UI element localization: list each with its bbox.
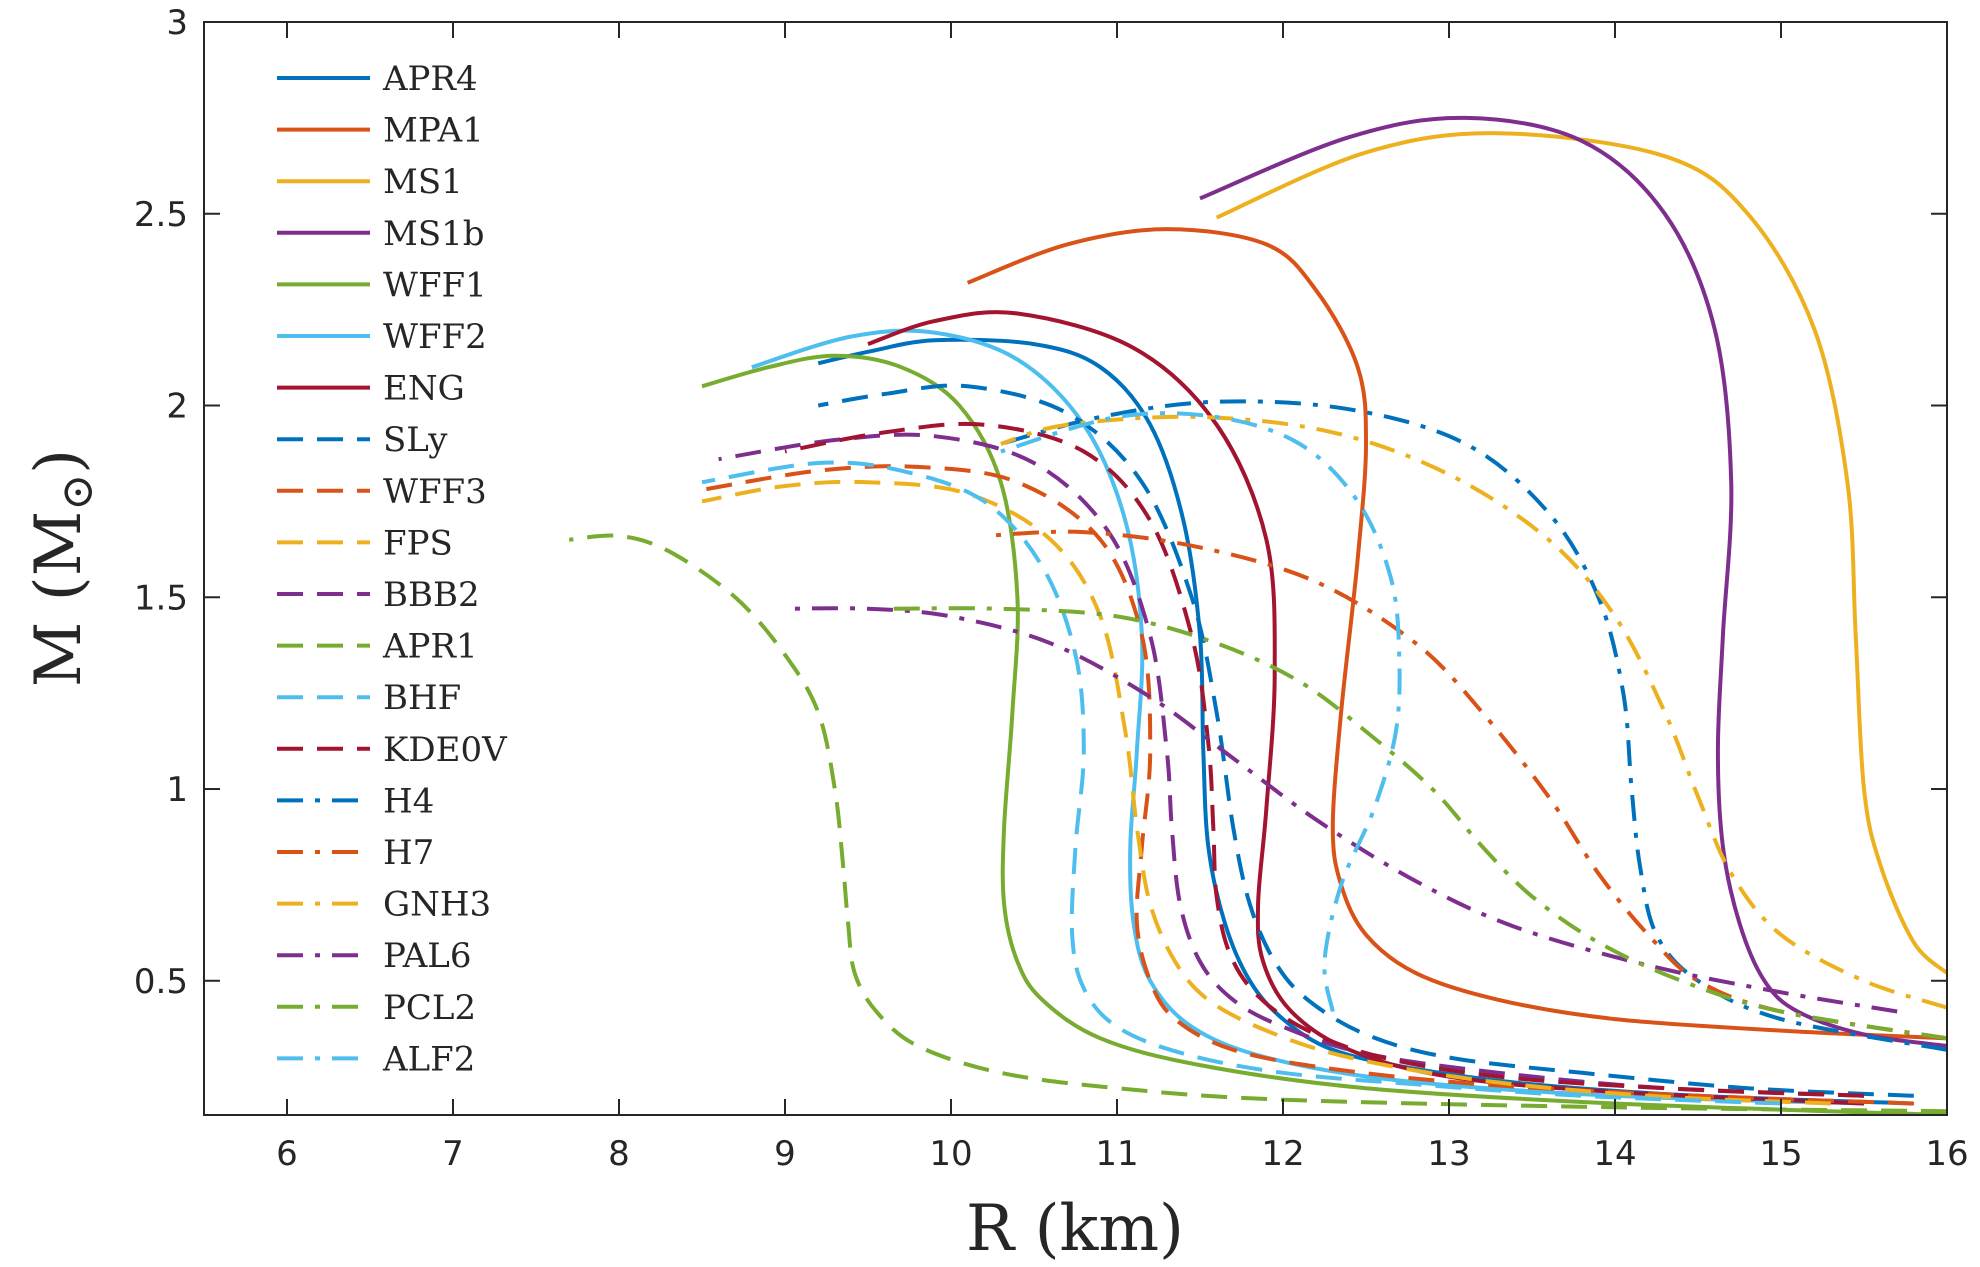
legend-label: APR4 [382, 59, 478, 99]
y-tick-label: 1 [166, 770, 188, 810]
legend-entry-alf2: ALF2 [277, 1039, 475, 1079]
legend-label: WFF2 [383, 317, 487, 357]
legend-label: ENG [383, 369, 465, 409]
legend-label: WFF1 [383, 265, 487, 305]
legend-entry-bhf: BHF [277, 678, 461, 718]
legend-entry-ms1b: MS1b [277, 214, 485, 254]
series-line-sly [817, 383, 1914, 1098]
series-line-wff2 [751, 328, 1865, 1106]
series-line-h4 [1000, 399, 1947, 1052]
legend-label: BBB2 [383, 575, 480, 615]
y-tick-label: 2.5 [134, 195, 188, 235]
legend-label: WFF3 [383, 472, 487, 512]
legend-entry-wff2: WFF2 [277, 317, 487, 357]
legend-entry-h7: H7 [277, 833, 434, 873]
y-tick-label: 2 [166, 387, 188, 427]
series-line-fps [701, 479, 1831, 1106]
series-line-alf2 [1000, 411, 1402, 1012]
legend-entry-mpa1: MPA1 [277, 111, 484, 151]
legend-label: PAL6 [383, 936, 472, 976]
y-axis-label-close: ) [22, 449, 96, 474]
series-line-mpa1 [966, 227, 1947, 1041]
series-line-kde0v [784, 421, 1865, 1098]
legend-entry-wff3: WFF3 [277, 472, 487, 512]
legend-label: H4 [383, 781, 434, 821]
x-tick-label: 12 [1261, 1134, 1304, 1174]
legend-label: APR1 [382, 627, 478, 667]
legend-entry-apr1: APR1 [277, 627, 478, 667]
series-line-wff1 [701, 353, 1947, 1115]
x-tick-label: 8 [608, 1134, 630, 1174]
legend-entry-pcl2: PCL2 [277, 988, 476, 1028]
legend-entry-wff1: WFF1 [277, 265, 487, 305]
legend-label: GNH3 [383, 885, 491, 925]
x-tick-label: 9 [774, 1134, 796, 1174]
y-tick-label: 3 [166, 3, 188, 43]
legend: APR4 MPA1 MS1 MS1b WFF1 WFF2 ENG SLy WFF3 FPS BBB2… [277, 59, 508, 1079]
x-tick-label: 15 [1759, 1134, 1802, 1174]
legend-entry-ms1: MS1 [277, 162, 463, 202]
legend-entry-bbb2: BBB2 [277, 575, 480, 615]
series-line-gnh3 [1000, 414, 1947, 1010]
y-axis-label-sun-symbol: ⊙ [52, 474, 103, 511]
legend-label: MS1 [383, 162, 463, 202]
x-tick-label: 6 [276, 1134, 298, 1174]
series-line-pal6 [784, 606, 1898, 1014]
legend-label: SLy [383, 420, 448, 460]
legend-entry-eng: ENG [277, 369, 465, 409]
legend-label: FPS [383, 523, 453, 563]
legend-label: PCL2 [383, 988, 476, 1028]
series-line-h7 [984, 529, 1947, 1041]
legend-label: KDE0V [383, 730, 508, 770]
legend-entry-fps: FPS [277, 523, 453, 563]
x-tick-label: 10 [929, 1134, 972, 1174]
svg-text:M (M⊙): M (M⊙) [22, 449, 103, 687]
legend-entry-h4: H4 [277, 781, 434, 821]
plot-frame [203, 21, 1948, 1116]
y-tick-label: 0.5 [134, 962, 188, 1002]
legend-entry-pal6: PAL6 [277, 936, 472, 976]
x-tick-label: 14 [1593, 1134, 1636, 1174]
legend-label: ALF2 [382, 1039, 475, 1079]
y-axis-label-main: M (M [22, 511, 96, 687]
series-line-pcl2 [884, 606, 1947, 1041]
legend-label: BHF [383, 678, 461, 718]
x-tick-label: 13 [1427, 1134, 1470, 1174]
legend-entry-sly: SLy [277, 420, 448, 460]
y-axis-label: M (M⊙) [22, 449, 103, 687]
series-line-ms1 [1215, 131, 1947, 975]
series-layer [569, 115, 1947, 1115]
legend-entry-kde0v: KDE0V [277, 730, 508, 770]
series-line-bbb2 [718, 432, 1865, 1098]
legend-label: H7 [383, 833, 434, 873]
ticks-layer: 6 7 8 9 10 11 12 13 14 15 16 0.5 1 1.5 2 2.5 3 [134, 3, 1969, 1174]
legend-entry-gnh3: GNH3 [277, 885, 491, 925]
legend-entry-apr4: APR4 [277, 59, 478, 99]
x-tick-label: 11 [1095, 1134, 1138, 1174]
y-tick-label: 1.5 [134, 578, 188, 618]
x-tick-label: 7 [442, 1134, 464, 1174]
legend-label: MS1b [383, 214, 485, 254]
series-line-bhf [701, 460, 1782, 1106]
legend-label: MPA1 [383, 111, 484, 151]
x-tick-label: 16 [1925, 1134, 1968, 1174]
x-axis-label: R (km) [966, 1192, 1184, 1266]
series-line-apr1 [569, 533, 1947, 1114]
series-line-wff3 [701, 464, 1914, 1106]
